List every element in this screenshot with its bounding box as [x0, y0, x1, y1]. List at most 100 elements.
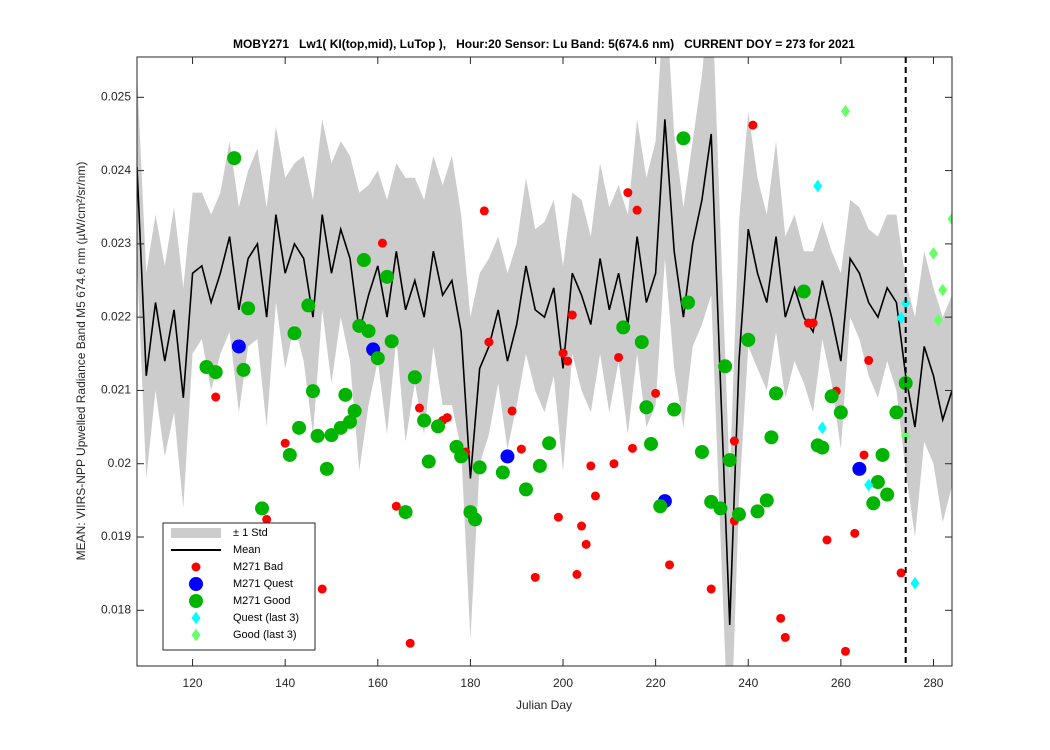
x-tick-label: 220	[646, 676, 666, 690]
point	[208, 365, 223, 380]
point	[343, 414, 358, 429]
point	[933, 313, 943, 327]
point	[808, 318, 818, 328]
point	[681, 295, 696, 310]
point	[667, 402, 682, 417]
mean-line	[137, 119, 952, 625]
point	[356, 253, 371, 267]
x-tick-label: 160	[368, 676, 388, 690]
point	[507, 406, 517, 416]
legend-label: Good (last 3)	[233, 629, 297, 641]
point	[706, 584, 716, 594]
point	[586, 461, 596, 471]
point	[227, 151, 242, 166]
point	[748, 120, 758, 130]
point	[380, 269, 395, 284]
point	[454, 449, 469, 464]
legend-label: Quest (last 3)	[233, 612, 299, 624]
legend-label: M271 Quest	[233, 578, 293, 590]
point	[398, 505, 413, 520]
point	[651, 388, 661, 398]
point	[347, 403, 362, 418]
point	[840, 104, 850, 118]
point	[776, 613, 786, 623]
point	[824, 389, 839, 404]
point	[632, 205, 642, 215]
point	[495, 465, 510, 480]
point	[694, 445, 709, 460]
point	[417, 413, 432, 428]
legend: ± 1 Std Mean M271 Bad M271 Quest M271 Good Qu…	[162, 522, 316, 651]
point	[653, 499, 668, 514]
x-tick-label: 200	[553, 676, 573, 690]
point	[391, 501, 401, 511]
point	[553, 512, 563, 522]
point	[822, 535, 832, 545]
point	[563, 356, 573, 366]
point	[590, 491, 600, 501]
point	[898, 376, 913, 391]
legend-label: M271 Good	[233, 595, 290, 607]
legend-swatch	[191, 611, 201, 625]
point	[764, 430, 779, 445]
y-tick-label: 0.02	[108, 456, 132, 470]
point	[241, 301, 256, 316]
y-tick-label: 0.025	[101, 89, 131, 103]
point	[572, 569, 582, 579]
point	[741, 332, 756, 347]
point	[282, 447, 297, 462]
legend-swatch	[189, 577, 203, 591]
point	[317, 584, 327, 594]
point	[407, 370, 422, 385]
point	[627, 443, 637, 453]
point	[896, 311, 906, 325]
point	[532, 458, 547, 473]
axes: 120 140 160 180 200 220 240 260 280 0.018 0.019 0.0…	[101, 56, 953, 690]
point	[231, 339, 246, 354]
point	[644, 436, 659, 451]
point	[947, 212, 952, 226]
point	[516, 444, 526, 454]
point	[938, 283, 948, 297]
legend-box	[162, 522, 316, 651]
point	[430, 419, 445, 434]
point	[718, 359, 733, 374]
point	[665, 560, 675, 570]
x-tick-label: 240	[738, 676, 758, 690]
legend-swatch	[171, 528, 221, 538]
point	[558, 348, 568, 358]
x-tick-label: 280	[923, 676, 943, 690]
point	[852, 461, 867, 476]
point	[713, 501, 728, 516]
point	[262, 514, 272, 524]
point	[581, 539, 591, 549]
point	[840, 646, 850, 656]
legend-swatch	[191, 562, 201, 572]
point	[287, 326, 302, 341]
point	[870, 475, 885, 490]
point	[484, 337, 494, 347]
point	[319, 461, 334, 476]
legend-label: Mean	[233, 544, 261, 556]
point	[472, 460, 487, 475]
point	[361, 324, 376, 339]
point	[305, 384, 320, 399]
point	[614, 352, 624, 362]
x-tick-label: 140	[275, 676, 295, 690]
point	[864, 355, 874, 365]
y-axis-label: MEAN: VIIRS-NPP Upwelled Radiance Band M…	[74, 162, 88, 561]
point	[901, 296, 911, 310]
point	[859, 450, 869, 460]
y-tick-label: 0.018	[101, 602, 131, 616]
plot	[137, 57, 952, 666]
point	[377, 238, 387, 248]
point	[759, 493, 774, 508]
point	[866, 496, 881, 511]
y-tick-label: 0.019	[101, 529, 131, 543]
point	[301, 298, 316, 313]
x-tick-label: 180	[460, 676, 480, 690]
point	[211, 392, 221, 402]
point	[530, 572, 540, 582]
std-band	[137, 57, 952, 666]
